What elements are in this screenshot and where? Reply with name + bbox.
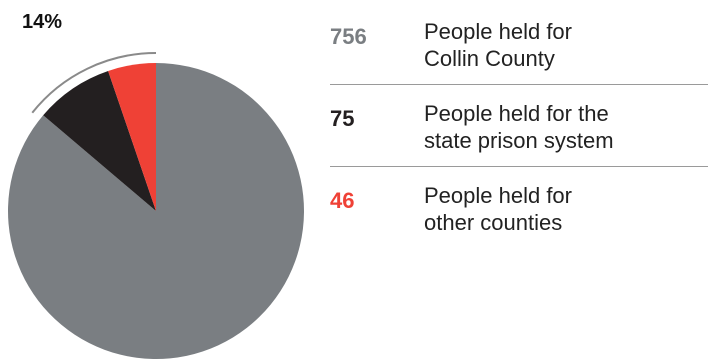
pie-slice — [8, 63, 305, 359]
legend-row-other-counties: 46 People held for other counties — [330, 166, 708, 248]
legend-label: People held for Collin County — [424, 18, 674, 72]
legend-row-state-prison: 75 People held for the state prison syst… — [330, 84, 708, 166]
legend-label: People held for the state prison system — [424, 100, 674, 154]
callout-arc — [31, 52, 157, 114]
legend-label-line: state prison system — [424, 128, 614, 153]
legend: 756 People held for Collin County 75 Peo… — [330, 14, 708, 248]
legend-value: 46 — [330, 188, 355, 213]
legend-label-line: Collin County — [424, 46, 555, 71]
callout-percent-label: 14% — [22, 11, 62, 33]
legend-value: 756 — [330, 24, 367, 49]
legend-value: 75 — [330, 106, 355, 131]
legend-label-line: People held for the — [424, 101, 609, 126]
legend-label: People held for other counties — [424, 182, 674, 236]
legend-row-collin-county: 756 People held for Collin County — [330, 14, 708, 84]
pie-slice — [108, 63, 156, 211]
pie-chart: 14% — [8, 11, 305, 359]
legend-label-line: People held for — [424, 19, 572, 44]
legend-label-line: People held for — [424, 183, 572, 208]
pie-slice — [43, 70, 157, 211]
legend-label-line: other counties — [424, 210, 563, 235]
